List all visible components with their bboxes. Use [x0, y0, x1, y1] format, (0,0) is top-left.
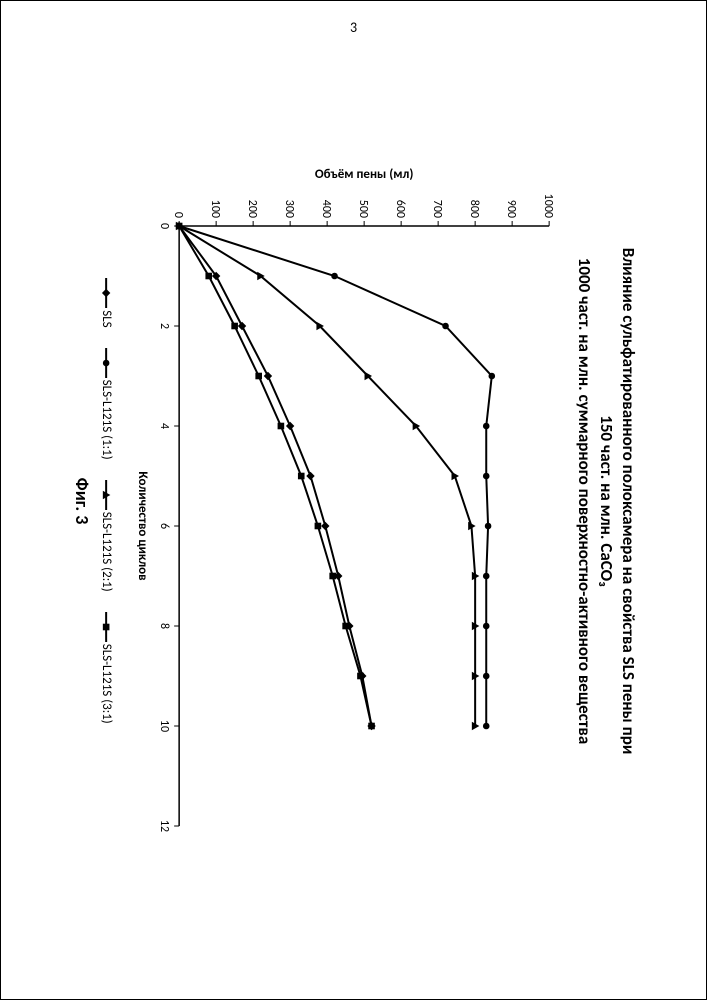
- legend-label: SLS-L121S (3:1): [98, 644, 113, 724]
- svg-text:12: 12: [156, 820, 170, 832]
- svg-text:100: 100: [207, 200, 221, 218]
- svg-text:10: 10: [156, 720, 170, 732]
- chart-wrap: 0 100 200 300 400 500 600 700 800 900 1000 0 2 4 6 8 10 1…: [123, 71, 558, 931]
- chart-title: Влияние сульфатированного полоксамера на…: [572, 71, 638, 931]
- legend-item: SLS-L121S (1:1): [98, 348, 113, 460]
- legend-label: SLS-L121S (1:1): [98, 380, 113, 460]
- svg-text:500: 500: [355, 200, 369, 218]
- svg-text:6: 6: [156, 523, 170, 529]
- svg-text:200: 200: [244, 200, 258, 218]
- svg-text:400: 400: [318, 200, 332, 218]
- svg-text:800: 800: [466, 200, 480, 218]
- svg-text:0: 0: [156, 223, 170, 229]
- svg-text:0: 0: [170, 212, 184, 218]
- figure-caption: Фиг. 3: [70, 71, 92, 931]
- page-container: 3 Влияние сульфатированного полоксамера …: [0, 0, 707, 1000]
- svg-text:600: 600: [392, 200, 406, 218]
- title-line-1: Влияние сульфатированного полоксамера на…: [617, 71, 639, 931]
- svg-text:700: 700: [429, 200, 443, 218]
- legend-row: SLS SLS-L121S (1:1) SLS-L121S (2:1) SLS-L12…: [98, 71, 113, 931]
- legend-label: SLS-L121S (2:1): [98, 512, 113, 592]
- legend: SLS SLS-L121S (1:1) SLS-L121S (2:1) SLS-L12…: [98, 71, 113, 931]
- legend-label: SLS: [98, 310, 113, 327]
- svg-text:300: 300: [281, 200, 295, 218]
- title-line-3: 1000 част. на млн. суммарного поверхност…: [572, 71, 594, 931]
- legend-item: SLS-L121S (3:1): [98, 612, 113, 724]
- svg-text:8: 8: [156, 623, 170, 629]
- rotated-content: Влияние сульфатированного полоксамера на…: [70, 71, 638, 931]
- line-chart: 0 100 200 300 400 500 600 700 800 900 1000 0 2 4 6 8 10 1…: [123, 156, 558, 846]
- title-line-2: 150 част. на млн. CaCO₃: [594, 71, 616, 931]
- svg-text:900: 900: [503, 200, 517, 218]
- svg-text:2: 2: [156, 323, 170, 329]
- svg-text:Объём пены (мл): Объём пены (мл): [314, 167, 413, 182]
- svg-text:4: 4: [156, 423, 170, 429]
- svg-text:1000: 1000: [540, 194, 554, 218]
- legend-item: SLS: [98, 278, 113, 327]
- legend-item: SLS-L121S (2:1): [98, 480, 113, 592]
- svg-text:Количество циклов: Количество циклов: [134, 471, 149, 580]
- page-number: 3: [350, 19, 357, 36]
